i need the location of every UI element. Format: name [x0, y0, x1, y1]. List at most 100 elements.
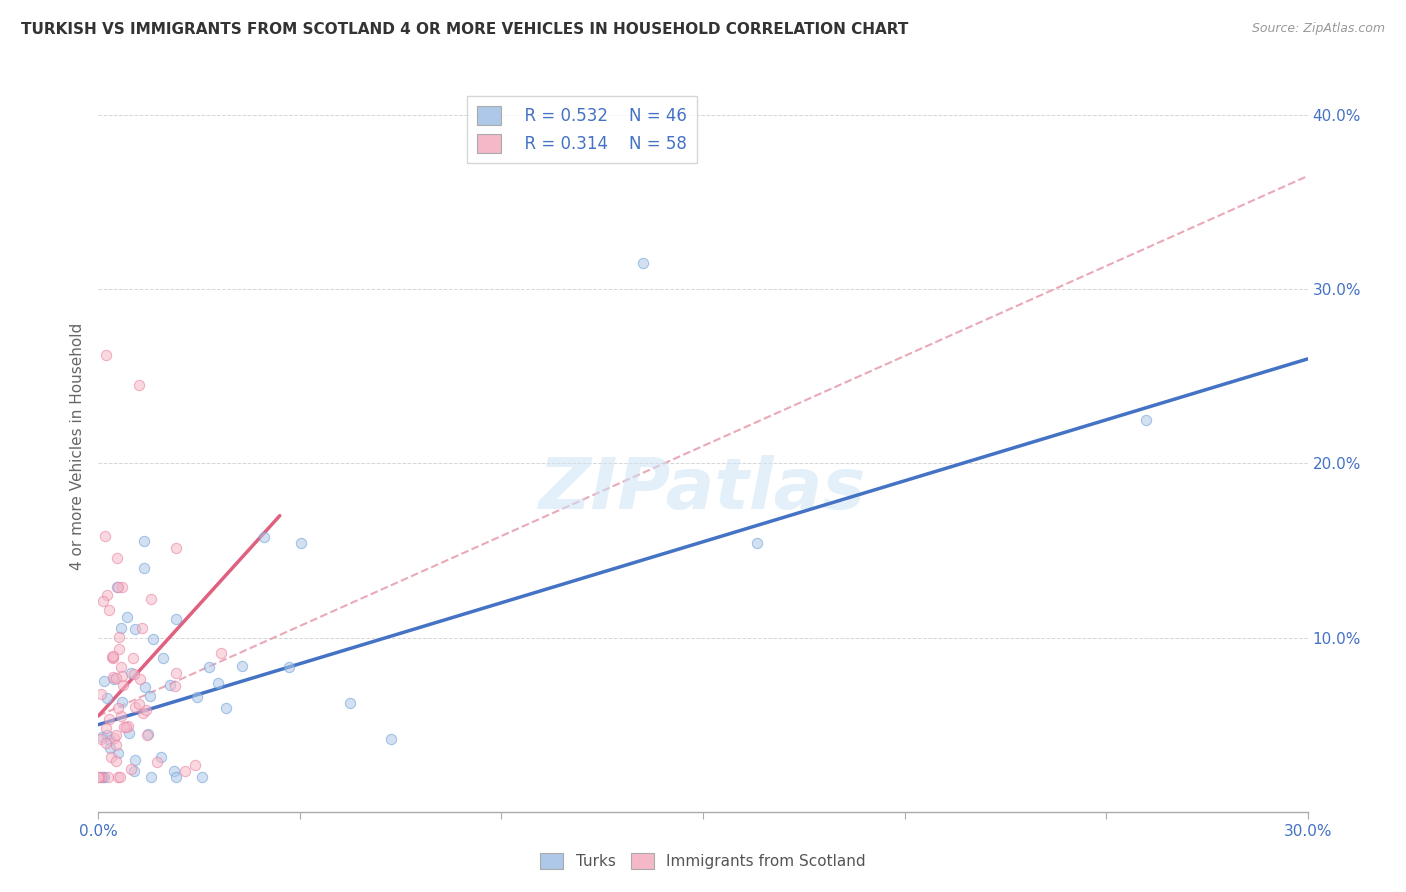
Point: [105, 728, 128, 742]
Point: [97, 602, 120, 616]
Point: [98, 733, 121, 747]
Point: [122, 764, 145, 779]
Point: [90, 770, 112, 784]
Y-axis label: 4 or more Vehicles in Household: 4 or more Vehicles in Household: [69, 322, 84, 570]
Point: [118, 725, 141, 739]
Point: [139, 689, 162, 703]
Point: [128, 378, 150, 392]
Point: [136, 728, 159, 742]
Point: [139, 592, 162, 607]
Point: [103, 651, 125, 665]
Point: [103, 731, 125, 745]
Point: [186, 690, 208, 705]
Point: [111, 581, 134, 595]
Point: [146, 755, 169, 769]
Point: [96, 728, 118, 742]
Point: [90, 687, 112, 701]
Point: [94, 721, 117, 735]
Point: [135, 703, 157, 717]
Point: [134, 680, 156, 694]
Point: [165, 612, 187, 626]
Point: [110, 709, 132, 723]
Point: [91, 594, 114, 608]
Point: [165, 541, 187, 556]
Point: [120, 762, 142, 776]
Point: [114, 720, 136, 734]
Point: [97, 770, 120, 784]
Point: [139, 770, 162, 784]
Point: [111, 669, 134, 683]
Point: [93, 674, 115, 689]
Point: [184, 758, 207, 772]
Point: [150, 749, 173, 764]
Point: [103, 649, 125, 664]
Text: TURKISH VS IMMIGRANTS FROM SCOTLAND 4 OR MORE VEHICLES IN HOUSEHOLD CORRELATION : TURKISH VS IMMIGRANTS FROM SCOTLAND 4 OR…: [21, 22, 908, 37]
Point: [132, 706, 155, 720]
Point: [91, 730, 114, 744]
Point: [105, 550, 128, 565]
Point: [165, 665, 187, 680]
Point: [211, 646, 233, 660]
Point: [163, 679, 186, 693]
Point: [159, 678, 181, 692]
Point: [110, 659, 132, 673]
Point: [122, 667, 145, 681]
Point: [112, 720, 135, 734]
Point: [631, 256, 654, 270]
Point: [215, 700, 238, 714]
Point: [104, 671, 127, 685]
Point: [103, 672, 125, 686]
Legend: Turks, Immigrants from Scotland: Turks, Immigrants from Scotland: [534, 847, 872, 875]
Point: [111, 695, 134, 709]
Point: [96, 691, 118, 706]
Point: [110, 621, 132, 635]
Point: [107, 701, 129, 715]
Point: [96, 348, 118, 362]
Point: [108, 630, 131, 644]
Point: [105, 580, 128, 594]
Point: [91, 770, 114, 784]
Text: Source: ZipAtlas.com: Source: ZipAtlas.com: [1251, 22, 1385, 36]
Point: [87, 770, 110, 784]
Point: [101, 670, 124, 684]
Point: [90, 732, 112, 747]
Point: [124, 753, 146, 767]
Point: [124, 622, 146, 636]
Point: [231, 658, 253, 673]
Point: [128, 672, 150, 686]
Point: [104, 754, 127, 768]
Point: [117, 610, 139, 624]
Point: [107, 770, 129, 784]
Point: [745, 535, 768, 549]
Text: ZIPatlas: ZIPatlas: [540, 456, 866, 524]
Point: [132, 561, 155, 575]
Point: [98, 712, 121, 726]
Point: [94, 529, 117, 543]
Point: [93, 770, 115, 784]
Point: [165, 770, 187, 784]
Point: [89, 770, 111, 784]
Point: [253, 530, 276, 544]
Point: [98, 741, 121, 756]
Point: [107, 746, 129, 760]
Point: [277, 660, 299, 674]
Point: [290, 536, 312, 550]
Point: [380, 732, 402, 747]
Point: [96, 588, 118, 602]
Point: [173, 764, 195, 778]
Legend:   R = 0.532    N = 46,   R = 0.314    N = 58: R = 0.532 N = 46, R = 0.314 N = 58: [467, 96, 697, 162]
Point: [107, 642, 129, 657]
Point: [124, 700, 146, 714]
Point: [96, 735, 118, 749]
Point: [339, 696, 361, 710]
Point: [107, 581, 129, 595]
Point: [105, 738, 128, 752]
Point: [132, 533, 155, 548]
Point: [112, 678, 135, 692]
Point: [152, 650, 174, 665]
Point: [142, 632, 165, 646]
Point: [207, 675, 229, 690]
Point: [101, 650, 124, 665]
Point: [136, 727, 159, 741]
Point: [163, 764, 186, 779]
